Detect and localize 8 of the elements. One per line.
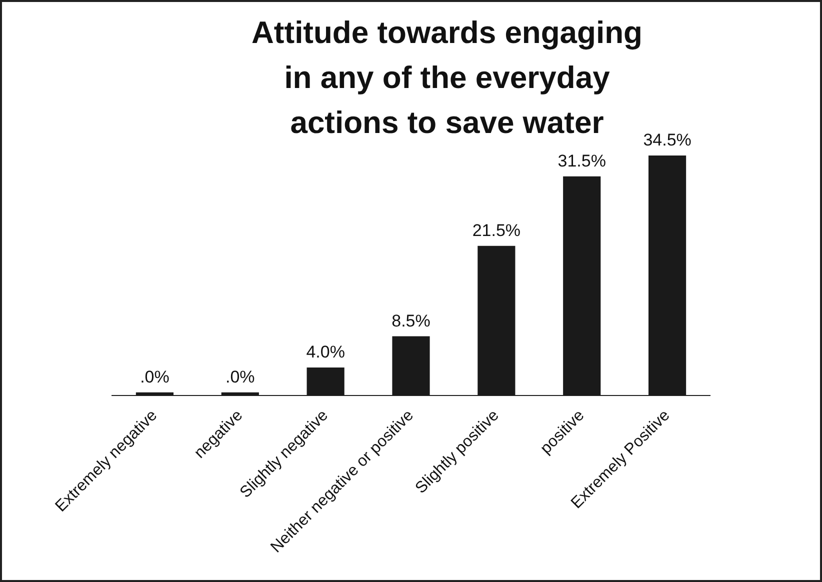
data-label: 31.5% — [558, 152, 606, 171]
data-label: 21.5% — [472, 221, 521, 240]
chart-title: Attitude towards engaging in any of the everyday actions to save water — [252, 15, 642, 140]
data-label: .0% — [225, 368, 255, 387]
data-label: 8.5% — [392, 311, 430, 330]
data-label: 4.0% — [306, 342, 345, 362]
data-label: 34.5% — [643, 130, 692, 150]
data-label: .0% — [140, 368, 170, 387]
